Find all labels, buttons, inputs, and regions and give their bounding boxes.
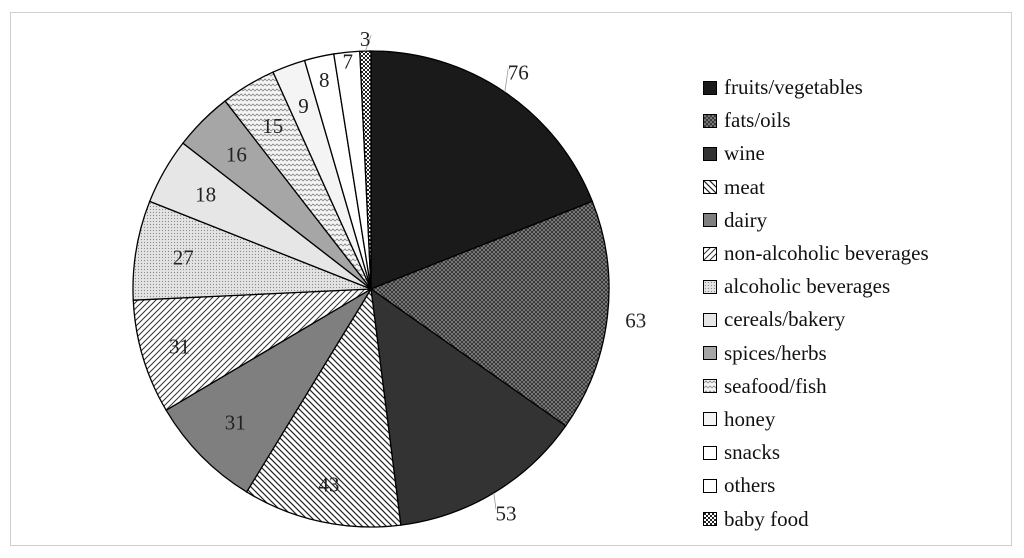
legend-label-non-alcoholic-beverages: non-alcoholic beverages (724, 241, 929, 266)
slice-dairy (165, 288, 372, 493)
data-label-non-alcoholic-beverages: 31 (169, 334, 190, 358)
legend-swatch-fruits-vegetables (703, 80, 717, 95)
chart-frame: 76 63 53 43 31 31 27 18 16 15 9 8 7 3 fruits/vegetabl… (10, 12, 1012, 546)
legend-label-alcoholic-beverages: alcoholic beverages (724, 274, 891, 299)
data-label-honey: 9 (298, 94, 309, 118)
data-label-meat: 43 (318, 472, 339, 496)
data-label-dairy: 31 (225, 411, 246, 435)
pie-slices (132, 50, 610, 528)
data-label-alcoholic-beverages: 27 (173, 246, 194, 270)
legend-swatch-wine (703, 146, 717, 161)
legend-label-seafood-fish: seafood/fish (724, 373, 827, 398)
data-label-snacks: 8 (319, 68, 330, 92)
slice-fats-oils (369, 200, 610, 427)
data-label-others: 7 (342, 50, 353, 74)
legend-label-fats-oils: fats/oils (724, 108, 791, 133)
legend-swatch-alcoholic-beverages (703, 279, 717, 294)
legend-label-others: others (724, 473, 776, 498)
legend-item-fats-oils: fats/oils (703, 104, 929, 137)
data-label-fats-oils: 63 (625, 308, 646, 332)
legend-item-non-alcoholic-beverages: non-alcoholic beverages (703, 237, 929, 270)
slice-fruits-vegetables (370, 50, 594, 290)
legend-label-spices-herbs: spices/herbs (724, 340, 827, 365)
legend-item-alcoholic-beverages: alcoholic beverages (703, 270, 929, 303)
legend-swatch-snacks (703, 445, 717, 460)
data-label-seafood-fish: 15 (262, 114, 283, 138)
legend-item-baby-food: baby food (703, 502, 929, 535)
legend-item-fruits-vegetables: fruits/vegetables (703, 71, 929, 104)
legend-label-meat: meat (724, 174, 765, 199)
legend-item-wine: wine (703, 137, 929, 170)
legend-item-honey: honey (703, 403, 929, 436)
legend-item-snacks: snacks (703, 436, 929, 469)
legend-swatch-dairy (703, 213, 717, 228)
data-label-baby-food: 3 (360, 27, 371, 51)
legend-item-spices-herbs: spices/herbs (703, 337, 929, 370)
leader-line-baby-food (365, 35, 372, 52)
legend-label-cereals-bakery: cereals/bakery (724, 307, 846, 332)
slice-non-alcoholic-beverages (132, 288, 372, 412)
legend-swatch-fats-oils (703, 113, 717, 128)
legend-swatch-seafood-fish (703, 379, 717, 394)
legend-label-baby-food: baby food (724, 506, 809, 531)
data-label-fruits-vegetables: 76 (508, 61, 529, 85)
legend-swatch-meat (703, 180, 717, 195)
leader-line-wine (493, 492, 497, 510)
legend-swatch-honey (703, 412, 717, 427)
legend-label-honey: honey (724, 406, 776, 431)
slice-meat (245, 287, 402, 528)
legend-swatch-non-alcoholic-beverages (703, 246, 717, 261)
leader-line-fruits-vegetables (504, 68, 509, 93)
legend-swatch-others (703, 478, 717, 493)
legend-swatch-cereals-bakery (703, 312, 717, 327)
legend: fruits/vegetables fats/oils wine meat dairy n… (703, 71, 929, 536)
legend-label-snacks: snacks (724, 440, 780, 465)
legend-item-cereals-bakery: cereals/bakery (703, 303, 929, 336)
legend-swatch-baby-food (703, 512, 717, 527)
legend-item-meat: meat (703, 171, 929, 204)
slice-wine (370, 287, 567, 526)
legend-label-fruits-vegetables: fruits/vegetables (724, 75, 863, 100)
data-label-cereals-bakery: 18 (195, 183, 216, 207)
leader-lines (365, 35, 509, 510)
legend-item-dairy: dairy (703, 204, 929, 237)
legend-swatch-spices-herbs (703, 346, 717, 361)
legend-label-dairy: dairy (724, 207, 768, 232)
legend-item-seafood-fish: seafood/fish (703, 370, 929, 403)
data-label-spices-herbs: 16 (226, 142, 247, 166)
legend-label-wine: wine (724, 141, 765, 166)
data-label-wine: 53 (496, 501, 517, 525)
legend-item-others: others (703, 469, 929, 502)
